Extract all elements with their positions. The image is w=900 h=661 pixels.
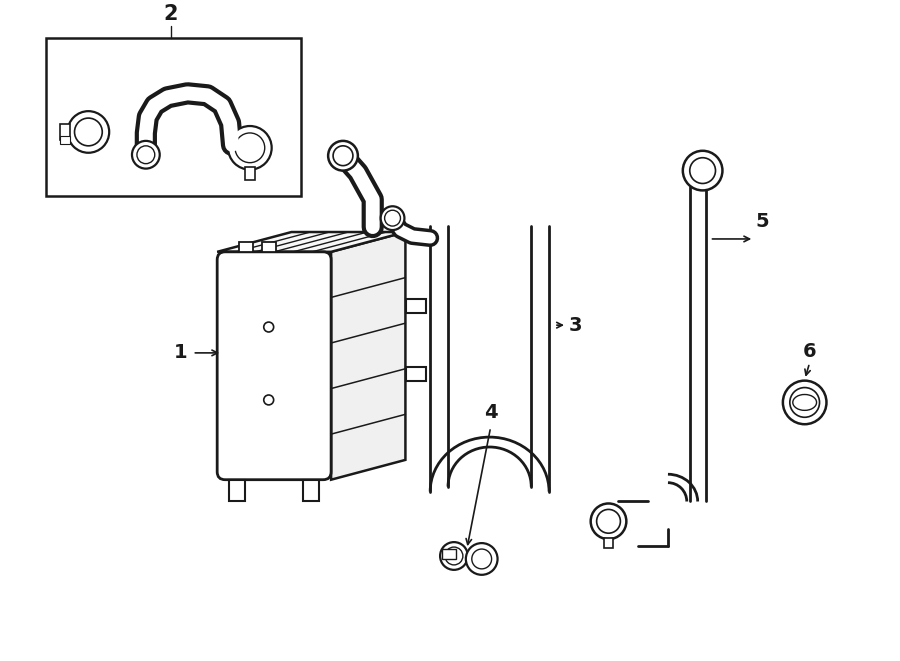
Circle shape xyxy=(264,395,274,405)
Circle shape xyxy=(440,542,468,570)
Polygon shape xyxy=(217,232,405,252)
Bar xyxy=(442,549,456,559)
Circle shape xyxy=(75,118,103,146)
Bar xyxy=(59,124,69,140)
Circle shape xyxy=(235,133,265,163)
Circle shape xyxy=(228,126,272,170)
Circle shape xyxy=(381,206,404,230)
Bar xyxy=(230,480,245,502)
Circle shape xyxy=(790,387,820,417)
Circle shape xyxy=(333,146,353,166)
Circle shape xyxy=(132,141,159,169)
Bar xyxy=(59,136,69,144)
Circle shape xyxy=(783,381,826,424)
Bar xyxy=(303,480,320,502)
Bar xyxy=(407,299,427,313)
Circle shape xyxy=(264,322,274,332)
Circle shape xyxy=(683,151,723,190)
Polygon shape xyxy=(331,232,405,480)
Bar xyxy=(262,242,275,252)
Text: 4: 4 xyxy=(484,403,498,422)
Circle shape xyxy=(445,547,463,565)
Circle shape xyxy=(472,549,491,569)
Text: 1: 1 xyxy=(174,343,187,362)
Circle shape xyxy=(328,141,358,171)
Circle shape xyxy=(590,504,626,539)
Circle shape xyxy=(68,111,109,153)
Text: 2: 2 xyxy=(164,4,178,24)
Bar xyxy=(245,167,255,180)
Circle shape xyxy=(689,158,716,184)
FancyBboxPatch shape xyxy=(217,252,331,480)
Circle shape xyxy=(466,543,498,575)
Text: 6: 6 xyxy=(803,342,816,361)
Bar xyxy=(407,367,427,381)
Bar xyxy=(239,242,253,252)
Circle shape xyxy=(384,210,400,226)
Circle shape xyxy=(597,510,620,533)
Text: 5: 5 xyxy=(755,212,769,231)
Text: 3: 3 xyxy=(569,316,582,334)
Bar xyxy=(46,38,302,196)
Bar xyxy=(604,538,614,548)
Circle shape xyxy=(137,146,155,164)
